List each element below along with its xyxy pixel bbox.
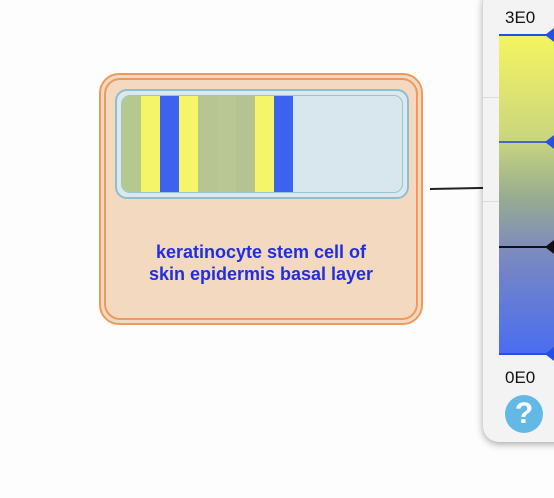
cell-type-label-line-2: skin epidermis basal layer	[101, 263, 421, 285]
heatmap-cell[interactable]	[217, 96, 236, 192]
edge-line	[430, 187, 486, 190]
heatmap-cell[interactable]	[160, 96, 179, 192]
legend-min-label: 0E0	[505, 368, 535, 388]
legend-max-label: 3E0	[505, 8, 535, 28]
expression-heatmap[interactable]	[115, 89, 409, 199]
cell-type-label-line-1: keratinocyte stem cell of	[101, 241, 421, 263]
legend-marker-top[interactable]	[545, 28, 554, 42]
heatmap-cell[interactable]	[236, 96, 255, 192]
cell-type-label: keratinocyte stem cell of skin epidermis…	[101, 241, 421, 285]
legend-color-bar	[499, 34, 554, 355]
legend-marker-upper[interactable]	[545, 135, 554, 149]
legend-marker-bottom[interactable]	[545, 347, 554, 361]
heatmap-cell[interactable]	[255, 96, 274, 192]
legend-marker-middle[interactable]	[545, 240, 554, 254]
heatmap-cell[interactable]	[179, 96, 198, 192]
cell-type-node[interactable]: keratinocyte stem cell of skin epidermis…	[99, 73, 423, 325]
heatmap-cell[interactable]	[122, 96, 141, 192]
heatmap-cell[interactable]	[274, 96, 293, 192]
heatmap-cell[interactable]	[198, 96, 217, 192]
heatmap-cell[interactable]	[141, 96, 160, 192]
heatmap-strip	[121, 95, 403, 193]
question-icon[interactable]: ?	[505, 395, 543, 433]
